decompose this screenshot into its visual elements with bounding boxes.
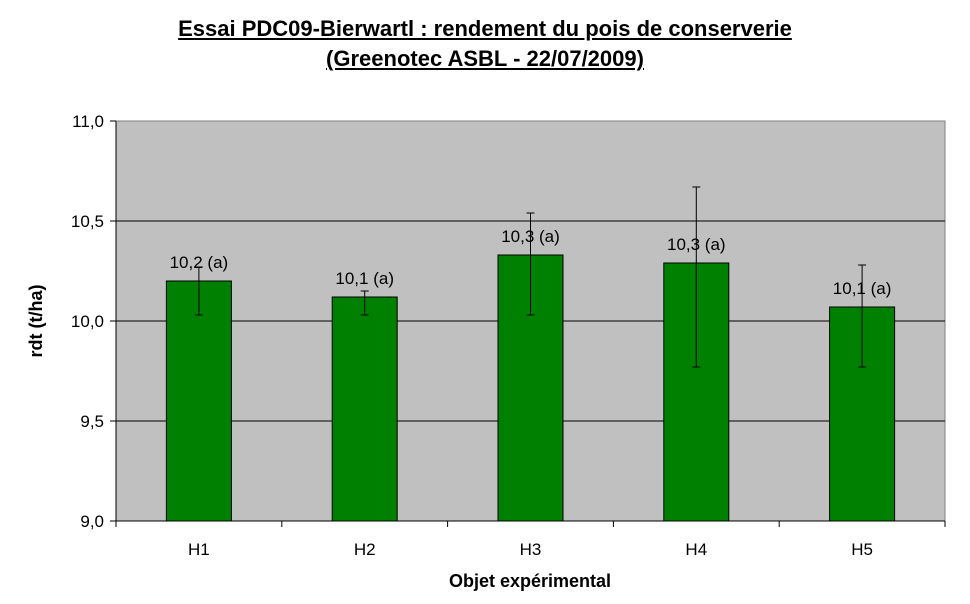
- x-tick-label: H3: [520, 540, 542, 559]
- x-tick-label: H5: [851, 540, 873, 559]
- bar: [165, 280, 232, 522]
- y-tick-label: 11,0: [72, 112, 104, 131]
- y-tick-label: 10,0: [71, 312, 104, 331]
- chart-title: Essai PDC09-Bierwartl : rendement du poi…: [0, 14, 970, 74]
- axes: 9,0 9,5 10,0 10,5 11,0 H1 H2 H3 H4 H5: [71, 112, 946, 559]
- data-label: 10,1 (a): [335, 269, 394, 288]
- x-tick-label: H4: [685, 540, 707, 559]
- y-tick-label: 9,5: [80, 412, 104, 431]
- data-label: 10,3 (a): [667, 235, 726, 254]
- y-tick-label: 10,5: [71, 212, 104, 231]
- data-label: 10,3 (a): [501, 227, 560, 246]
- data-label: 10,1 (a): [833, 279, 892, 298]
- error-bars: [194, 186, 867, 368]
- y-tick-label: 9,0: [80, 512, 104, 531]
- chart-title-line2: (Greenotec ASBL - 22/07/2009): [326, 46, 644, 71]
- x-tick-label: H2: [354, 540, 376, 559]
- data-label: 10,2 (a): [170, 253, 229, 272]
- chart-title-line1: Essai PDC09-Bierwartl : rendement du poi…: [178, 16, 792, 41]
- data-labels: 10,2 (a) 10,1 (a) 10,3 (a) 10,3 (a) 10,1 (a): [170, 227, 892, 298]
- bar: [331, 296, 398, 522]
- x-axis-label: Objet expérimental: [449, 571, 611, 591]
- y-axis-label: rdt (t/ha): [26, 285, 46, 358]
- x-tick-label: H1: [188, 540, 210, 559]
